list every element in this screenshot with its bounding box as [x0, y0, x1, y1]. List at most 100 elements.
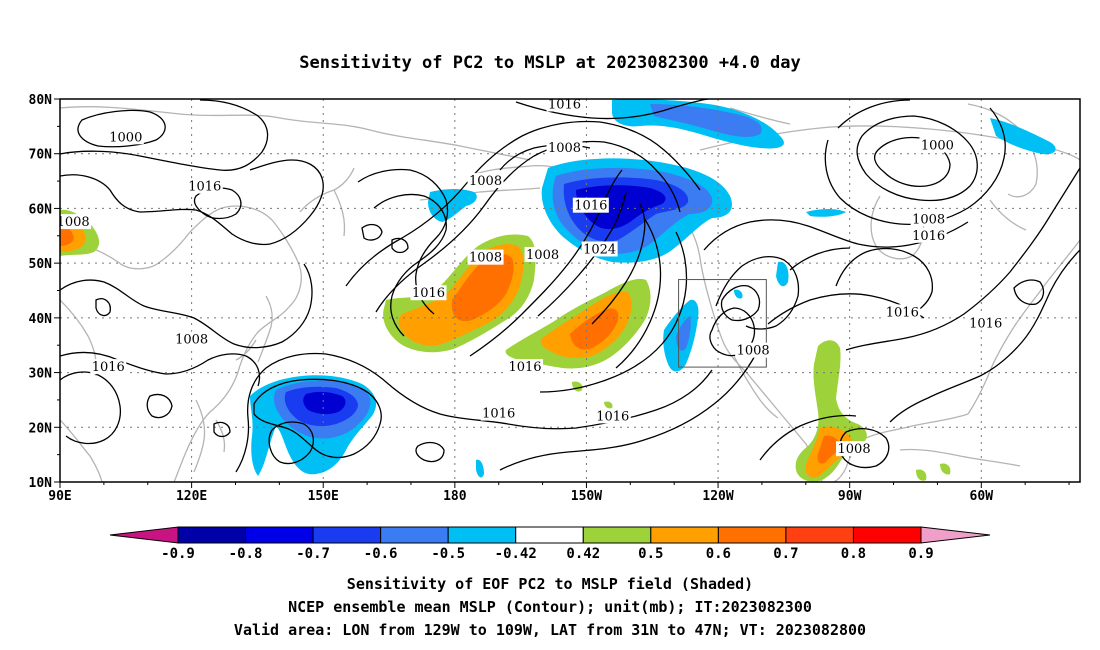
- contour-label-bg: [967, 315, 1004, 331]
- coast-north-america-west: [699, 257, 823, 482]
- shade-carib-green-2: [940, 463, 951, 475]
- shade-bering-dark: [576, 185, 666, 230]
- contour-sw-small-1: [146, 393, 173, 419]
- contour-label: 1016: [508, 360, 541, 375]
- contour-canada-1016: [715, 255, 800, 330]
- shade-pacific-orange-dark: [570, 308, 619, 350]
- contour-label: 1008: [912, 212, 945, 227]
- contour-label-bg: [910, 227, 947, 243]
- colorbar-below-triangle: [109, 526, 179, 544]
- lon-label: 60W: [970, 489, 994, 504]
- coast-siberia-north: [60, 106, 531, 161]
- contour-label-bg: [507, 359, 544, 375]
- shade-na-cyan-small-2: [776, 261, 789, 287]
- contour-na-low-1000: [856, 115, 978, 202]
- contour-east-1016-band: [845, 167, 1080, 351]
- contour-label: 1008: [838, 442, 871, 457]
- contour-label: 1008: [526, 248, 559, 263]
- colorbar-segment: [177, 526, 247, 544]
- contour-label: 1008: [737, 344, 770, 359]
- contour-label: 1016: [482, 407, 515, 422]
- contour-label-bg: [594, 408, 631, 424]
- contour-label: 1008: [175, 333, 208, 348]
- lon-label: 90W: [838, 489, 862, 504]
- shade-dateline-orange-dark: [451, 253, 514, 322]
- contour-label: 1016: [886, 305, 919, 320]
- contour-pacific-south-1016: [499, 353, 757, 471]
- contour-sw-small-2: [213, 421, 231, 438]
- contour-label-layer: 1016 1000 1008 1000 1016 1008 1008 1016 1024 1008…: [57, 97, 1004, 457]
- contour-east-asia-1008: [60, 263, 313, 349]
- contour-label: 1008: [57, 215, 90, 230]
- figure-title: Sensitivity of PC2 to MSLP at 2023082300…: [299, 53, 801, 73]
- coast-baja: [733, 355, 779, 419]
- contour-na-low-1008: [837, 99, 911, 129]
- contour-label-bg: [186, 178, 223, 194]
- shade-pacific-green-spot-2: [604, 401, 613, 409]
- colorbar-label: 0.8: [841, 546, 866, 562]
- contour-label-bg: [546, 99, 583, 112]
- contour-aleutian-low: [345, 120, 701, 287]
- colorbar-segment: [245, 526, 314, 544]
- shade-carib-green: [916, 469, 927, 481]
- contour-na-1016-loop: [789, 247, 851, 271]
- lat-label: 10N: [29, 476, 53, 491]
- contour-sw-1016: [60, 371, 122, 445]
- colorbar-above-triangle: [920, 526, 991, 544]
- contour-label: 1016: [548, 97, 581, 112]
- caption-line-1: Sensitivity of EOF PC2 to MSLP field (Sh…: [347, 575, 753, 593]
- contour-label-bg: [173, 331, 210, 347]
- contour-label-bg: [467, 173, 504, 189]
- contour-dateline-1008-spot: [361, 223, 383, 241]
- contour-pacific-south-1016-b: [759, 414, 857, 461]
- lat-label: 80N: [29, 93, 53, 108]
- contour-label: 1016: [574, 199, 607, 214]
- contour-high-1016-c: [539, 231, 688, 393]
- shade-arctic-blue: [650, 104, 762, 137]
- contour-nepac-1016-b: [515, 99, 709, 120]
- colorbar-label: 0.5: [638, 546, 663, 562]
- colorbar-label: -0.8: [229, 546, 263, 562]
- colorbar-segment: [582, 526, 652, 544]
- lat-label: 50N: [29, 257, 53, 272]
- contour-dateline-1008: [373, 193, 447, 337]
- contour-label-bg: [467, 249, 504, 265]
- contour-label: 1008: [548, 141, 581, 156]
- contour-label-bg: [524, 246, 561, 262]
- lat-label: 30N: [29, 367, 53, 382]
- colorbar-label: 0.7: [773, 546, 798, 562]
- contour-label-bg: [410, 285, 447, 301]
- latitude-labels: 80N 70N 60N 50N 40N 30N 20N 10N: [29, 93, 53, 491]
- colorbar-segment: [312, 526, 382, 544]
- colorbar-segment: [380, 526, 449, 544]
- shade-aleutian-cyan: [428, 189, 477, 222]
- lat-label: 20N: [29, 421, 53, 436]
- sensitivity-shading: [60, 99, 1056, 482]
- contour-high-1016: [469, 169, 623, 357]
- contour-label-bg: [60, 214, 92, 230]
- colorbar-label: 0.9: [908, 546, 933, 562]
- contour-canada-1008: [703, 219, 969, 251]
- contour-label: 1024: [583, 242, 616, 257]
- lat-label: 70N: [29, 148, 53, 163]
- contour-label: 1016: [92, 360, 125, 375]
- colorbar-label: -0.7: [296, 546, 330, 562]
- lon-label: 120E: [176, 489, 207, 504]
- coast-greenland: [967, 103, 1038, 198]
- contour-na-1016-east-b: [835, 247, 934, 317]
- colorbar-label: 0.6: [706, 546, 731, 562]
- contour-label: 1016: [596, 409, 629, 424]
- contour-east-asia-1016: [60, 351, 261, 387]
- contour-canada-1008-inner: [720, 284, 761, 322]
- shade-gulf-orange-dark: [817, 435, 842, 464]
- contour-sw-1008-spot: [95, 298, 111, 317]
- contour-west-1008-a: [60, 99, 269, 171]
- valid-area-box: [678, 279, 767, 368]
- contour-west-1000: [77, 109, 166, 148]
- contour-na-low-1000-inner: [873, 136, 951, 188]
- caption-line-3: Valid area: LON from 129W to 109W, LAT f…: [234, 621, 866, 639]
- contour-label: 1000: [921, 139, 954, 154]
- lon-label: 180: [443, 489, 467, 504]
- contour-label-bg: [546, 140, 583, 156]
- contour-label: 1008: [469, 174, 502, 189]
